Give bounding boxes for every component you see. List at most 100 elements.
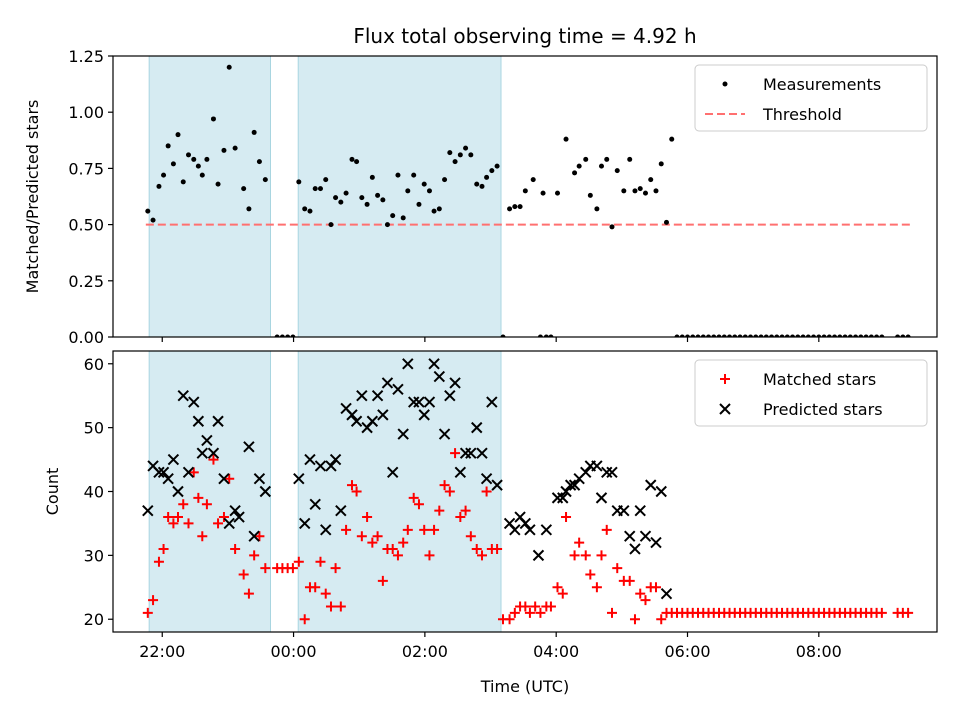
data-point xyxy=(774,334,780,337)
data-point xyxy=(398,537,409,548)
data-point xyxy=(438,428,451,440)
data-point xyxy=(218,473,230,485)
data-point xyxy=(168,518,179,529)
data-point xyxy=(208,454,219,465)
data-point xyxy=(463,145,469,151)
data-point xyxy=(163,512,174,523)
data-point xyxy=(721,334,727,337)
data-point xyxy=(596,550,607,561)
x-tick-label: 02:00 xyxy=(402,642,448,661)
data-point xyxy=(212,415,224,427)
y-tick-label: 60 xyxy=(84,355,104,374)
data-point xyxy=(509,607,520,618)
legend-label: Matched stars xyxy=(763,370,876,389)
data-point xyxy=(233,511,245,523)
data-point xyxy=(537,334,543,337)
data-point xyxy=(494,163,500,169)
data-point xyxy=(563,136,569,142)
data-point xyxy=(346,480,357,491)
legend-box xyxy=(694,359,928,427)
data-point xyxy=(524,524,536,536)
data-point xyxy=(779,334,785,337)
data-point xyxy=(293,473,305,485)
data-point xyxy=(312,186,318,192)
legend-marker xyxy=(719,403,731,415)
data-point xyxy=(178,499,189,510)
data-point xyxy=(569,550,580,561)
data-point xyxy=(172,485,184,498)
data-point xyxy=(627,156,633,162)
data-point xyxy=(601,524,612,535)
data-point xyxy=(629,614,640,625)
data-point xyxy=(606,607,617,618)
x-tick-label: 04:00 xyxy=(533,642,579,661)
legend-marker xyxy=(722,81,728,87)
data-point xyxy=(424,550,435,561)
data-point xyxy=(512,204,518,210)
data-point xyxy=(557,588,568,599)
data-point xyxy=(648,177,654,183)
data-point xyxy=(555,190,561,196)
data-point xyxy=(320,588,331,599)
data-point xyxy=(457,152,463,158)
x-axis-label: Time (UTC) xyxy=(480,677,569,696)
y-tick-label: 0.25 xyxy=(68,272,104,291)
data-point xyxy=(847,334,853,337)
data-point xyxy=(695,334,701,337)
data-point xyxy=(637,186,643,192)
data-point xyxy=(858,334,864,337)
data-point xyxy=(371,389,384,402)
data-point xyxy=(428,358,440,370)
data-point xyxy=(564,479,577,491)
data-point xyxy=(748,334,754,337)
data-point xyxy=(338,199,344,205)
data-point xyxy=(201,434,213,447)
data-point xyxy=(442,177,448,183)
data-point xyxy=(317,186,323,192)
data-point xyxy=(805,334,811,337)
data-point xyxy=(170,161,176,167)
data-point xyxy=(408,492,419,503)
data-point xyxy=(400,215,406,221)
data-point xyxy=(387,543,398,554)
data-point xyxy=(700,334,706,337)
data-point xyxy=(444,486,455,497)
data-point xyxy=(706,334,712,337)
data-point xyxy=(769,334,775,337)
data-point xyxy=(492,543,503,554)
data-point xyxy=(591,582,602,593)
data-point xyxy=(434,505,445,516)
data-point xyxy=(315,556,326,567)
data-point xyxy=(307,208,313,214)
data-point xyxy=(629,543,641,555)
data-point xyxy=(341,524,352,535)
data-point xyxy=(213,518,224,529)
data-point xyxy=(658,161,664,167)
data-point xyxy=(157,466,170,479)
data-point xyxy=(471,543,482,554)
data-point xyxy=(411,172,417,178)
legend-marker xyxy=(720,374,730,384)
data-point xyxy=(663,219,669,225)
data-point xyxy=(800,334,806,337)
data-point xyxy=(356,531,367,542)
data-point xyxy=(504,614,515,625)
data-point xyxy=(221,147,227,153)
chart-title: Flux total observing time = 4.92 h xyxy=(353,24,696,48)
data-point xyxy=(653,188,659,194)
data-point xyxy=(256,159,262,165)
data-point xyxy=(165,143,171,149)
data-point xyxy=(201,499,212,510)
data-layer xyxy=(145,64,911,337)
data-point xyxy=(826,334,832,337)
data-point xyxy=(519,517,532,530)
data-point xyxy=(180,179,186,185)
data-point xyxy=(618,504,630,517)
data-point xyxy=(491,479,503,491)
observing-interval-shade xyxy=(297,350,502,633)
data-point xyxy=(232,145,238,151)
data-point xyxy=(522,188,528,194)
data-point xyxy=(397,428,409,440)
data-point xyxy=(520,601,531,612)
